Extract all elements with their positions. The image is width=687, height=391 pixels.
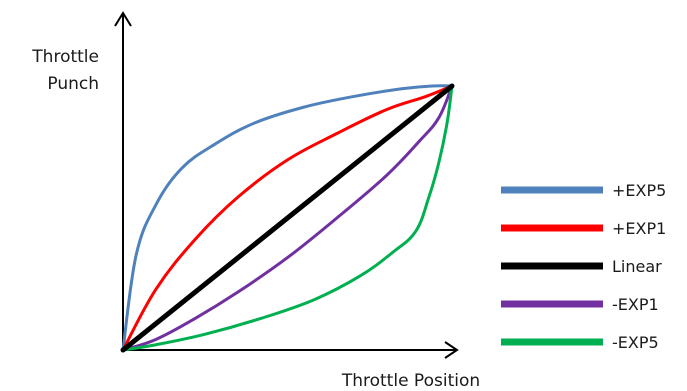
x-axis-arrow-icon bbox=[444, 341, 459, 359]
series-layer bbox=[120, 83, 455, 353]
series-line-minus-exp1 bbox=[121, 84, 454, 352]
x-axis-label: Throttle Position bbox=[341, 371, 480, 391]
legend-label: +EXP1 bbox=[612, 219, 666, 238]
series-line-plusminus-exp5 bbox=[121, 84, 454, 352]
legend-label: Linear bbox=[612, 257, 662, 276]
y-axis-arrow-icon bbox=[114, 11, 132, 27]
legend: +EXP5 +EXP1 Linear -EXP1 -EXP5 bbox=[501, 181, 666, 352]
series-line-linear bbox=[120, 83, 455, 353]
legend-label: +EXP5 bbox=[612, 181, 666, 200]
series-line-minus-exp5 bbox=[121, 84, 454, 352]
series-line-plusminus-exp1 bbox=[121, 84, 454, 352]
legend-label: -EXP1 bbox=[612, 295, 659, 314]
y-axis-label-line2: Punch bbox=[47, 74, 99, 94]
y-axis-label-line1: Throttle bbox=[31, 47, 99, 67]
legend-label: -EXP5 bbox=[612, 333, 659, 352]
